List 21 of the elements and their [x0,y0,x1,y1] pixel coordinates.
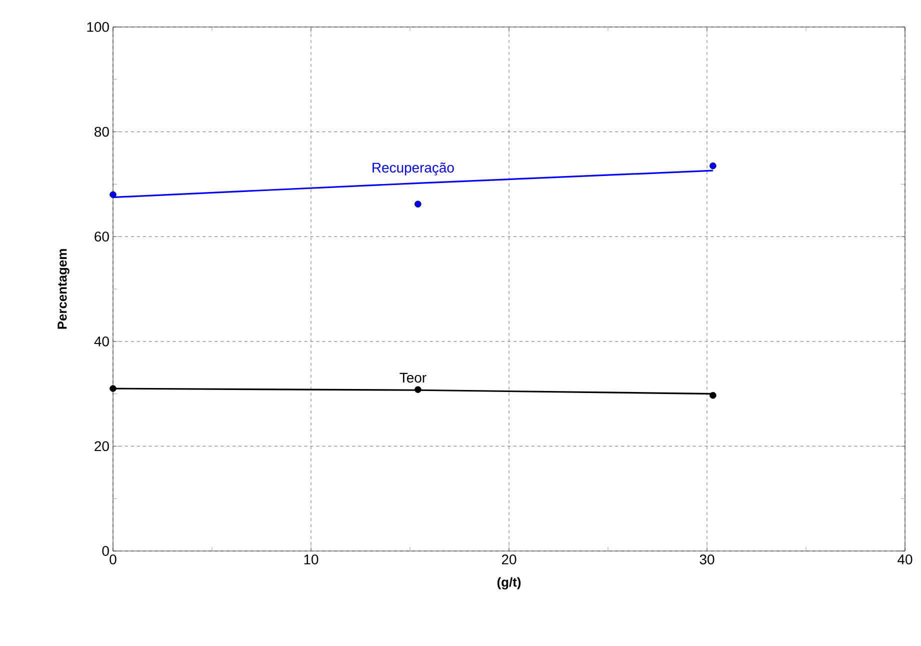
x-tick-label: 10 [304,554,318,564]
point [110,385,116,392]
y-tick-label: 40 [94,336,109,346]
y-tick-label: 100 [87,22,109,32]
series-label: Teor [400,372,426,383]
x-tick-label: 0 [110,554,116,564]
point [710,162,716,170]
y-tick-label: 80 [94,126,109,137]
x-tick-label: 40 [898,554,912,564]
y-tick-label: 60 [94,232,109,242]
point [414,386,422,393]
point [414,200,422,208]
y-tick-label: 20 [94,441,109,452]
point [710,392,716,399]
y-axis-title: Percentagem [58,249,70,329]
x-axis-title: (g/t) [497,577,521,590]
series-label: Recuperação [372,162,454,176]
point [110,191,116,198]
x-tick-label: 30 [700,554,714,564]
y-tick-label: 0 [102,546,109,556]
x-tick-label: 20 [502,554,516,564]
